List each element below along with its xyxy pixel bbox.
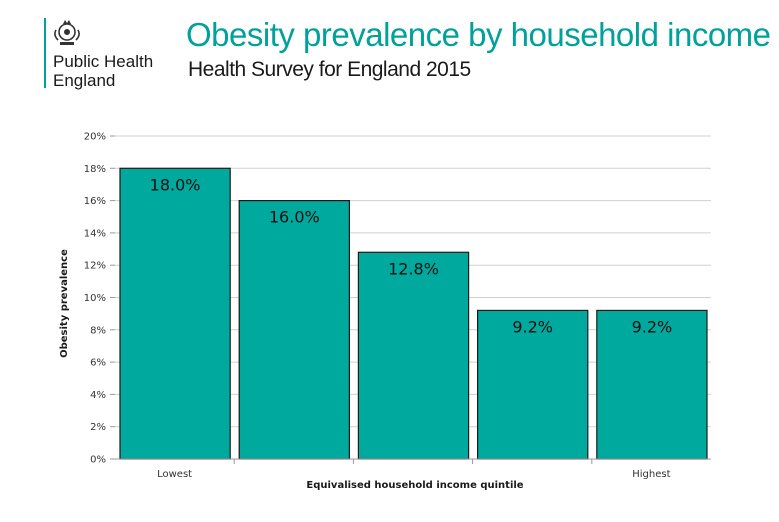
org-name-line2: England	[53, 71, 116, 90]
bar	[119, 167, 231, 460]
y-tick-label: 14%	[84, 228, 106, 239]
bar	[357, 251, 470, 460]
y-axis-ticks: 0% 2% 4% 6% 8% 10% 12% 14% 16% 18% 20%	[84, 132, 115, 466]
y-tick-label: 4%	[90, 390, 106, 401]
bar	[477, 309, 589, 460]
data-labels: 18.0% 16.0% 12.8% 9.2% 9.2%	[150, 175, 673, 336]
x-category-label: Lowest	[157, 469, 192, 480]
y-tick-label: 18%	[84, 164, 106, 175]
organisation-name: Public Health England	[53, 52, 153, 90]
page-subtitle: Health Survey for England 2015	[188, 58, 471, 81]
y-axis-title: Obesity prevalence	[59, 249, 70, 358]
page-title: Obesity prevalence by household income	[186, 16, 771, 53]
org-name-line1: Public Health	[53, 52, 154, 71]
bars	[119, 167, 708, 460]
y-tick-label: 0%	[90, 455, 106, 466]
x-axis-categories: Lowest Highest	[157, 459, 671, 480]
logo-divider	[44, 18, 46, 88]
x-axis-title: Equivalised household income quintile	[306, 480, 523, 491]
y-tick-label: 16%	[84, 196, 106, 207]
bar-data-label: 9.2%	[632, 317, 673, 336]
y-tick-label: 10%	[84, 293, 106, 304]
bar-data-label: 9.2%	[512, 317, 553, 336]
bar-data-label: 12.8%	[388, 259, 439, 278]
bar-data-label: 16.0%	[269, 208, 320, 227]
y-tick-label: 12%	[84, 261, 106, 272]
y-tick-label: 6%	[90, 358, 106, 369]
x-category-label: Highest	[632, 469, 670, 480]
y-tick-label: 8%	[90, 325, 106, 336]
slide-header: Public Health England Obesity prevalence…	[0, 0, 779, 100]
y-tick-label: 2%	[90, 422, 106, 433]
y-tick-label: 20%	[84, 132, 106, 143]
bar-data-label: 18.0%	[150, 175, 201, 194]
royal-crest-icon	[54, 20, 80, 45]
bar	[238, 200, 350, 460]
